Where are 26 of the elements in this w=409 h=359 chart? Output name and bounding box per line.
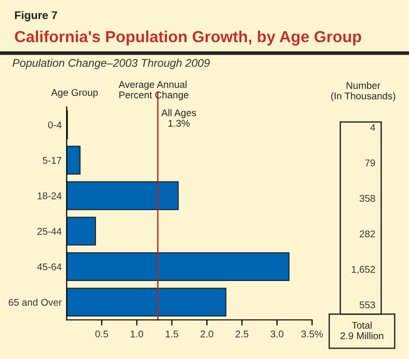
y-tick-label: 18-24 [38, 192, 62, 200]
text: Number (In Thousands) [331, 82, 396, 102]
y-tick-label: 25-44 [37, 228, 62, 235]
chart-subtitle: Population Change–2003 Through 2009 [12, 58, 210, 70]
chart-title: California's Population Growth, by Age Group [14, 30, 362, 46]
text: Total 2.9 Million [340, 322, 384, 340]
y-axis-title: Age Group [51, 89, 98, 98]
x-tick-label: 1.5 [166, 330, 178, 338]
caption: Figure 7 [15, 10, 58, 22]
y-tick-label: 65 and Over [8, 298, 62, 306]
ref-line-label: All Ages 1.3% [161, 109, 196, 127]
text: 1,652 [352, 266, 375, 274]
y-tick-label: 0-4 [48, 121, 62, 128]
text: 4 [370, 124, 376, 131]
x-tick-label: 2.0 [200, 330, 214, 338]
x-tick-label: 3.5% [301, 330, 323, 338]
x-tick-label: 2.5 [236, 330, 248, 338]
text: 282 [360, 230, 375, 238]
x-tick-label: 1.0 [130, 330, 144, 338]
x-tick-label: 3.0 [270, 330, 284, 338]
y-tick-label: 45-64 [37, 263, 62, 270]
x-tick-label: 0.5 [95, 330, 108, 338]
text: 79 [365, 159, 375, 166]
y-tick-label: 5-17 [42, 157, 62, 164]
text: 553 [360, 301, 376, 308]
text: 358 [360, 194, 376, 202]
